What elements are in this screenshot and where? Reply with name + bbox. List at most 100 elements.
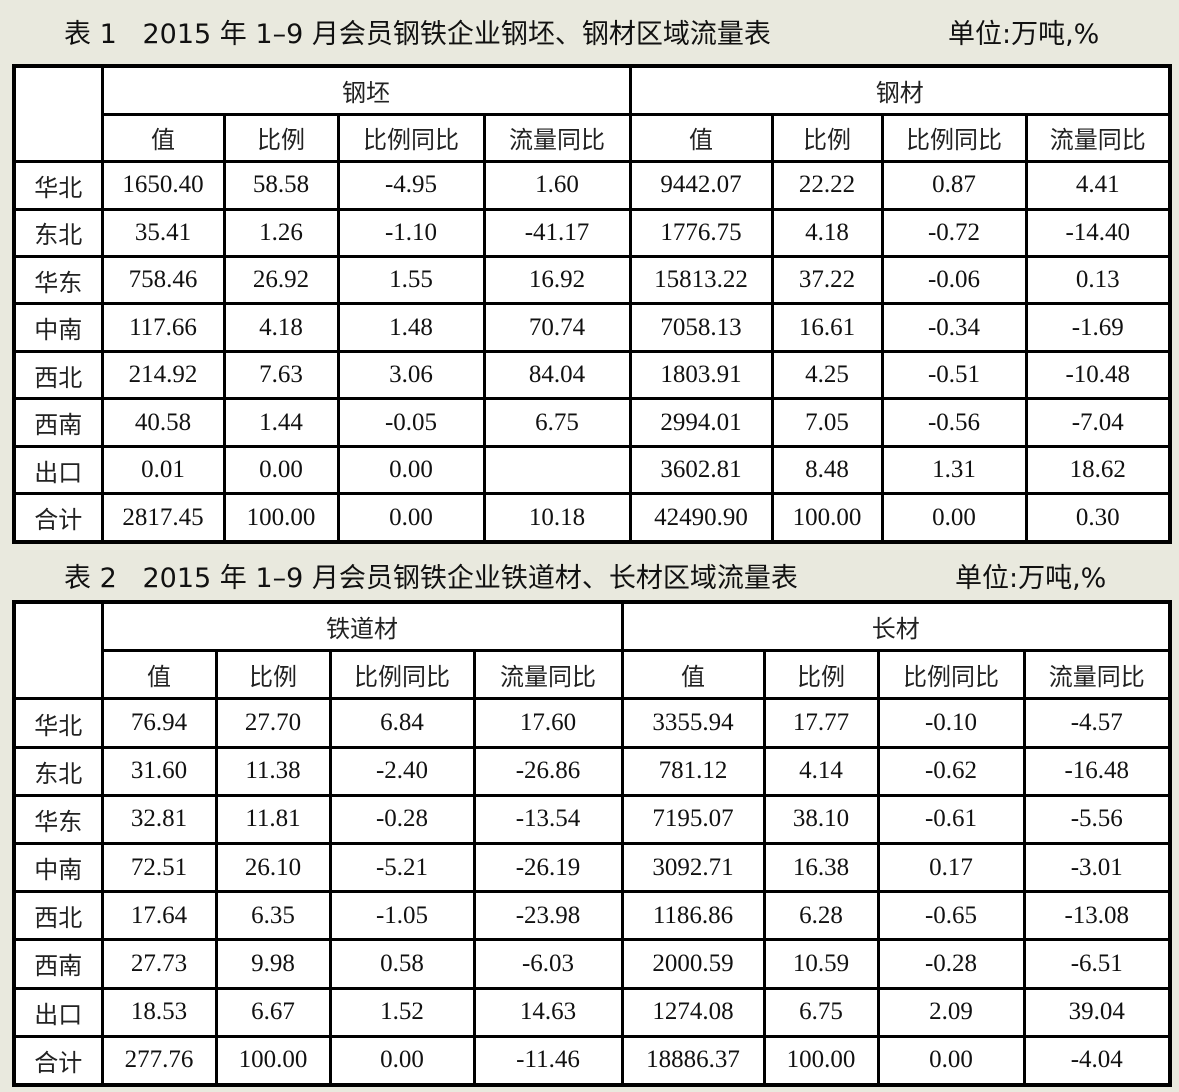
value-cell: -6.51 <box>1022 938 1172 990</box>
value-cell: -3.01 <box>1022 841 1172 894</box>
value-cell: 1803.91 <box>628 349 774 401</box>
value-cell: -4.04 <box>1022 1034 1172 1087</box>
value-cell: 0.00 <box>328 1034 476 1087</box>
value-cell: -11.46 <box>472 1034 624 1087</box>
value-cell: 26.10 <box>214 841 332 894</box>
value-cell: 11.38 <box>214 745 332 797</box>
value-cell: 22.22 <box>770 160 884 211</box>
value-cell: -0.62 <box>876 745 1026 797</box>
value-cell: 8.48 <box>770 444 884 496</box>
value-cell: -5.21 <box>328 841 476 894</box>
value-cell: -6.03 <box>472 938 624 990</box>
value-cell: 7.63 <box>222 349 340 401</box>
table-row: 东北 35.41 1.26 -1.10 -41.17 1776.75 4.18 -0.72 -1… <box>12 207 1172 259</box>
column-header: 比例同比 <box>336 112 486 164</box>
value-cell: 3.06 <box>336 349 486 401</box>
value-cell: 1186.86 <box>620 890 766 942</box>
region-cell: 西北 <box>12 349 104 401</box>
value-cell: 2000.59 <box>620 938 766 990</box>
value-cell: 17.60 <box>472 697 624 749</box>
table-row: 出口 0.01 0.00 0.00 3602.81 8.48 1.31 18.62 <box>12 444 1172 496</box>
value-cell: -4.95 <box>336 160 486 211</box>
value-cell: -0.72 <box>880 207 1028 259</box>
table-row: 西南 27.73 9.98 0.58 -6.03 2000.59 10.59 -0.28 -6.… <box>12 938 1172 990</box>
value-cell: 6.35 <box>214 890 332 942</box>
table-row: 华北 1650.40 58.58 -4.95 1.60 9442.07 22.22 0.87 4… <box>12 160 1172 211</box>
value-cell: 26.92 <box>222 254 340 306</box>
column-header: 值 <box>628 112 774 164</box>
value-cell: 758.46 <box>100 254 226 306</box>
region-cell: 合计 <box>12 492 104 544</box>
region-cell: 华北 <box>12 160 104 211</box>
table-row: 华东 758.46 26.92 1.55 16.92 15813.22 37.22 -0.06… <box>12 254 1172 306</box>
column-header: 值 <box>100 649 218 701</box>
region-cell: 出口 <box>12 986 104 1038</box>
value-cell: 18.53 <box>100 986 218 1038</box>
value-cell: 9442.07 <box>628 160 774 211</box>
value-cell: 27.73 <box>100 938 218 990</box>
value-cell: 84.04 <box>482 349 632 401</box>
value-cell: 1.31 <box>880 444 1028 496</box>
value-cell: -23.98 <box>472 890 624 942</box>
value-cell: 100.00 <box>222 492 340 544</box>
value-cell: 42490.90 <box>628 492 774 544</box>
region-cell: 出口 <box>12 444 104 496</box>
value-cell: 17.77 <box>762 697 880 749</box>
value-cell: 0.58 <box>328 938 476 990</box>
value-cell: 3092.71 <box>620 841 766 894</box>
value-cell: 4.41 <box>1024 160 1172 211</box>
table-row: 出口 18.53 6.67 1.52 14.63 1274.08 6.75 2.09 39.04 <box>12 986 1172 1038</box>
group-header-row: 铁道材 长材 <box>12 600 1172 701</box>
value-cell: 16.61 <box>770 302 884 353</box>
table-row: 东北 31.60 11.38 -2.40 -26.86 781.12 4.14 -0.62 -1… <box>12 745 1172 797</box>
region-cell: 中南 <box>12 302 104 353</box>
value-cell: 1.52 <box>328 986 476 1038</box>
value-cell: 2817.45 <box>100 492 226 544</box>
region-cell: 中南 <box>12 841 104 894</box>
value-cell: 7195.07 <box>620 793 766 845</box>
value-cell: 10.18 <box>482 492 632 544</box>
value-cell: 0.13 <box>1024 254 1172 306</box>
value-cell: 0.00 <box>876 1034 1026 1087</box>
region-cell: 华东 <box>12 793 104 845</box>
value-cell: 14.63 <box>472 986 624 1038</box>
region-cell: 西南 <box>12 397 104 448</box>
value-cell: 16.92 <box>482 254 632 306</box>
value-cell: 0.87 <box>880 160 1028 211</box>
value-cell: -16.48 <box>1022 745 1172 797</box>
value-cell: 0.17 <box>876 841 1026 894</box>
value-cell: 0.30 <box>1024 492 1172 544</box>
value-cell: 6.84 <box>328 697 476 749</box>
value-cell: -0.28 <box>328 793 476 845</box>
value-cell: 277.76 <box>100 1034 218 1087</box>
table-row: 华东 32.81 11.81 -0.28 -13.54 7195.07 38.10 -0.61… <box>12 793 1172 845</box>
column-header: 比例同比 <box>880 112 1028 164</box>
value-cell: 100.00 <box>762 1034 880 1087</box>
table-row: 华北 76.94 27.70 6.84 17.60 3355.94 17.77 -0.10 -4… <box>12 697 1172 749</box>
value-cell: -0.61 <box>876 793 1026 845</box>
value-cell: -0.05 <box>336 397 486 448</box>
value-cell: 58.58 <box>222 160 340 211</box>
value-cell: 0.01 <box>100 444 226 496</box>
value-cell: -5.56 <box>1022 793 1172 845</box>
table-2-title: 表 2 2015 年 1–9 月会员钢铁企业铁道材、长材区域流量表 <box>64 563 798 594</box>
column-header: 值 <box>100 112 226 164</box>
value-cell: 0.00 <box>336 492 486 544</box>
column-header: 比例 <box>762 649 880 701</box>
table-1-title: 表 1 2015 年 1–9 月会员钢铁企业钢坯、钢材区域流量表 <box>64 19 771 50</box>
value-cell: 3602.81 <box>628 444 774 496</box>
value-cell: 1274.08 <box>620 986 766 1038</box>
value-cell: -1.05 <box>328 890 476 942</box>
table-row: 西北 17.64 6.35 -1.05 -23.98 1186.86 6.28 -0.65 -1… <box>12 890 1172 942</box>
value-cell: 9.98 <box>214 938 332 990</box>
value-cell: 18.62 <box>1024 444 1172 496</box>
value-cell: 6.67 <box>214 986 332 1038</box>
value-cell: 214.92 <box>100 349 226 401</box>
value-cell: 31.60 <box>100 745 218 797</box>
value-cell: 37.22 <box>770 254 884 306</box>
value-cell: 6.75 <box>762 986 880 1038</box>
value-cell: 4.18 <box>222 302 340 353</box>
value-cell: 1.60 <box>482 160 632 211</box>
value-cell: 1776.75 <box>628 207 774 259</box>
value-cell: 6.75 <box>482 397 632 448</box>
